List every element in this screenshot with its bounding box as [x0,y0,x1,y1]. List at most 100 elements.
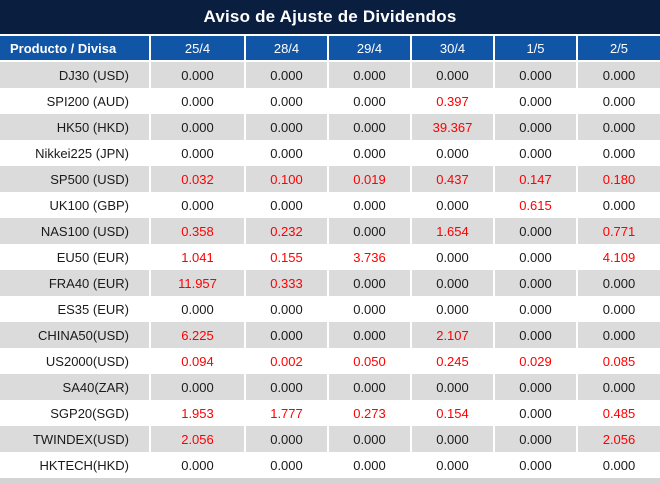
value-cell: 0.000 [577,296,660,322]
value-cell: 0.000 [494,114,578,140]
value-cell: 0.000 [494,218,578,244]
value-cell: 0.050 [328,348,412,374]
value-cell: 0.000 [328,88,412,114]
value-cell: 1.777 [245,400,329,426]
value-cell: 0.000 [494,140,578,166]
value-cell: 0.000 [245,426,329,452]
product-cell: DJ30 (USD) [0,61,151,88]
table-row: HKTECH(HKD) 0.000 0.000 0.000 0.000 0.000 0.00… [0,452,660,478]
value-cell: 0.333 [245,270,329,296]
value-cell: 2.056 [150,426,246,452]
value-cell: 0.000 [150,374,246,400]
value-cell: 0.000 [328,426,412,452]
column-header-date: 30/4 [411,36,495,62]
value-cell: 0.000 [245,114,329,140]
product-cell: US2000(USD) [0,348,151,374]
page-title: Aviso de Ajuste de Dividendos [0,0,660,36]
product-cell: Nikkei225 (JPN) [0,140,151,166]
value-cell: 0.000 [328,192,412,218]
value-cell: 0.000 [577,88,660,114]
value-cell: 0.000 [328,218,412,244]
value-cell: 0.000 [245,374,329,400]
value-cell: 0.100 [245,166,329,192]
value-cell: 0.000 [494,61,578,88]
value-cell: 0.000 [494,400,578,426]
value-cell: 0.273 [328,400,412,426]
value-cell: 0.000 [577,270,660,296]
table-row: NAS100 (USD) 0.358 0.232 0.000 1.654 0.000 0.7… [0,218,660,244]
value-cell: 0.245 [411,348,495,374]
value-cell: 0.000 [328,270,412,296]
table-row: FRA40 (EUR) 11.957 0.333 0.000 0.000 0.000 0.0… [0,270,660,296]
bottom-strip [0,478,660,483]
value-cell: 0.232 [245,218,329,244]
value-cell: 0.000 [411,296,495,322]
value-cell: 1.041 [150,244,246,270]
value-cell: 0.000 [245,452,329,478]
value-cell: 0.000 [245,140,329,166]
column-header-date: 1/5 [494,36,578,62]
column-header-date: 2/5 [577,36,660,62]
table-row: SA40(ZAR) 0.000 0.000 0.000 0.000 0.000 0.000 [0,374,660,400]
value-cell: 0.147 [494,166,578,192]
value-cell: 39.367 [411,114,495,140]
value-cell: 1.654 [411,218,495,244]
value-cell: 0.000 [328,61,412,88]
table-row: SP500 (USD) 0.032 0.100 0.019 0.437 0.147 0.18… [0,166,660,192]
value-cell: 0.000 [494,374,578,400]
product-cell: UK100 (GBP) [0,192,151,218]
table-row: TWINDEX(USD) 2.056 0.000 0.000 0.000 0.000 2.0… [0,426,660,452]
value-cell: 0.000 [494,88,578,114]
value-cell: 0.085 [577,348,660,374]
value-cell: 0.155 [245,244,329,270]
value-cell: 0.000 [494,296,578,322]
value-cell: 0.029 [494,348,578,374]
value-cell: 6.225 [150,322,246,348]
value-cell: 0.000 [577,114,660,140]
value-cell: 0.485 [577,400,660,426]
product-cell: NAS100 (USD) [0,218,151,244]
value-cell: 0.000 [245,88,329,114]
table-row: CHINA50(USD) 6.225 0.000 0.000 2.107 0.000 0.0… [0,322,660,348]
value-cell: 0.180 [577,166,660,192]
value-cell: 0.094 [150,348,246,374]
value-cell: 0.000 [494,270,578,296]
value-cell: 0.000 [150,192,246,218]
value-cell: 4.109 [577,244,660,270]
value-cell: 0.000 [245,322,329,348]
product-cell: FRA40 (EUR) [0,270,151,296]
value-cell: 0.000 [577,374,660,400]
value-cell: 0.000 [411,61,495,88]
value-cell: 0.000 [245,61,329,88]
value-cell: 0.000 [245,192,329,218]
table-row: US2000(USD) 0.094 0.002 0.050 0.245 0.029 0.08… [0,348,660,374]
value-cell: 0.000 [494,452,578,478]
value-cell: 0.000 [577,192,660,218]
product-cell: HKTECH(HKD) [0,452,151,478]
value-cell: 0.000 [494,322,578,348]
product-cell: SPI200 (AUD) [0,88,151,114]
value-cell: 0.032 [150,166,246,192]
product-cell: ES35 (EUR) [0,296,151,322]
value-cell: 0.000 [328,374,412,400]
value-cell: 0.000 [150,140,246,166]
value-cell: 0.000 [150,296,246,322]
column-header-date: 29/4 [328,36,412,62]
value-cell: 0.397 [411,88,495,114]
value-cell: 0.000 [411,452,495,478]
product-cell: CHINA50(USD) [0,322,151,348]
value-cell: 0.000 [328,114,412,140]
product-cell: EU50 (EUR) [0,244,151,270]
table-row: HK50 (HKD) 0.000 0.000 0.000 39.367 0.000 0.00… [0,114,660,140]
value-cell: 0.000 [150,114,246,140]
value-cell: 0.358 [150,218,246,244]
table-row: UK100 (GBP) 0.000 0.000 0.000 0.000 0.615 0.00… [0,192,660,218]
value-cell: 1.953 [150,400,246,426]
value-cell: 0.000 [328,322,412,348]
value-cell: 0.437 [411,166,495,192]
table-row: SPI200 (AUD) 0.000 0.000 0.000 0.397 0.000 0.0… [0,88,660,114]
value-cell: 0.000 [577,61,660,88]
table-row: EU50 (EUR) 1.041 0.155 3.736 0.000 0.000 4.109 [0,244,660,270]
value-cell: 0.002 [245,348,329,374]
